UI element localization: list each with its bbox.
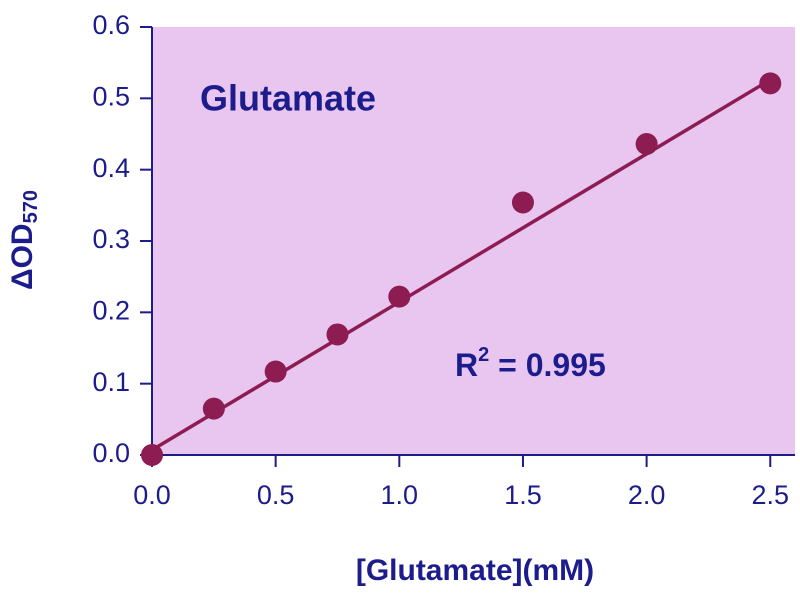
x-tick-label: 2.5 bbox=[751, 480, 789, 510]
annotation: R2 = 0.995 bbox=[455, 344, 606, 383]
data-point bbox=[635, 132, 658, 155]
x-tick-label: 2.0 bbox=[628, 480, 666, 510]
x-tick-label: 0.5 bbox=[257, 480, 295, 510]
y-tick-label: 0.5 bbox=[92, 81, 130, 111]
y-label-base: ΔOD bbox=[6, 223, 39, 290]
fit-line bbox=[151, 78, 772, 452]
y-axis-label: ΔOD570 bbox=[6, 190, 42, 290]
y-tick-label: 0.4 bbox=[92, 153, 130, 183]
y-label-sub: 570 bbox=[20, 190, 42, 223]
data-point bbox=[388, 285, 411, 308]
y-tick-label: 0.0 bbox=[92, 438, 130, 468]
y-tick-label: 0.1 bbox=[92, 367, 130, 397]
data-point bbox=[264, 360, 287, 383]
annotation-base: R bbox=[455, 347, 478, 383]
data-point bbox=[511, 191, 534, 214]
x-tick-label: 1.5 bbox=[504, 480, 542, 510]
data-point bbox=[202, 397, 225, 420]
data-point bbox=[759, 72, 782, 95]
data-point bbox=[141, 444, 163, 466]
x-tick-label: 1.0 bbox=[381, 480, 419, 510]
y-tick-label: 0.2 bbox=[92, 295, 130, 325]
x-axis-label: [Glutamate](mM) bbox=[356, 554, 594, 587]
y-tick-label: 0.3 bbox=[92, 224, 130, 254]
annotation-rest: = 0.995 bbox=[489, 347, 606, 383]
chart-title: Glutamate bbox=[200, 78, 376, 119]
plot-area bbox=[152, 27, 795, 455]
x-tick-label: 0.0 bbox=[133, 480, 171, 510]
data-point bbox=[326, 323, 349, 346]
annotation-sup: 2 bbox=[478, 344, 489, 366]
y-tick-label: 0.6 bbox=[92, 10, 130, 40]
